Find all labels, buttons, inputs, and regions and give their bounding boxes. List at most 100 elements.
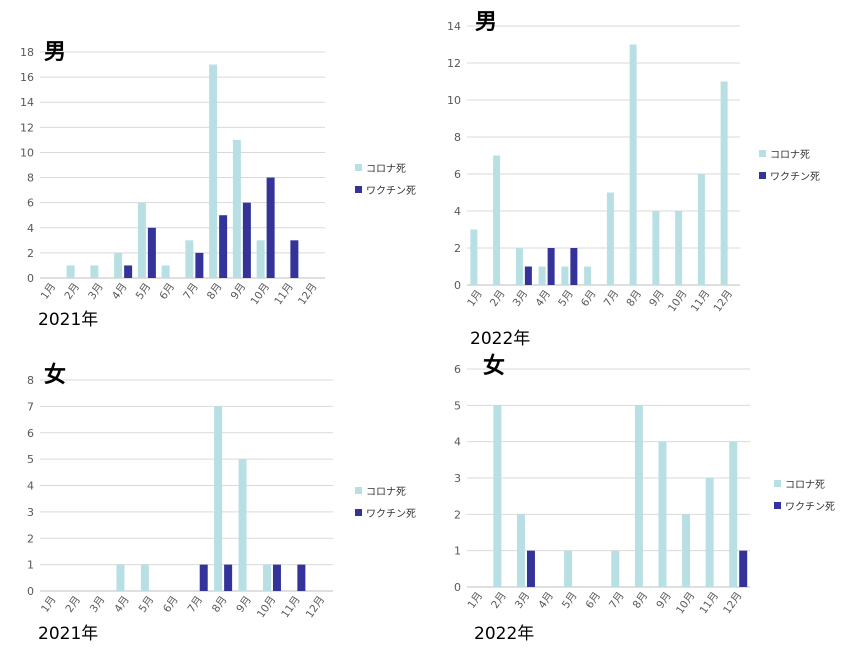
y-tick-label: 6	[27, 427, 34, 440]
bar-vaccine-male-2022-3	[524, 266, 532, 285]
x-tick-label: 7月	[181, 281, 201, 302]
x-tick-label: 10月	[674, 590, 698, 616]
bar-vaccine-female-2021-7	[199, 564, 208, 591]
chart-svg-male-2022: 0 2 4 6 8 10 12 14 1月 2月 3月 4月 5月 6月 7月 8月 9月 10月 11月 12月	[447, 20, 740, 314]
bar-corona-female-2021-8	[214, 406, 223, 591]
legend-swatch-vaccine	[355, 508, 362, 516]
x-tick-label: 5月	[556, 288, 576, 309]
x-tick-label: 2月	[488, 288, 508, 309]
bar-corona-male-2021-6	[161, 265, 170, 278]
x-tick-label: 6月	[583, 590, 603, 611]
x-tick-label: 7月	[185, 594, 205, 615]
y-tick-label: 4	[454, 205, 461, 218]
legend-label-vaccine: ワクチン死	[366, 185, 416, 197]
x-tick-label: 8月	[624, 288, 644, 309]
chart-title-male-2021: 男	[44, 40, 67, 65]
legend-swatch-corona	[759, 149, 766, 157]
bar-corona-female-2022-2	[493, 405, 502, 587]
bar-vaccine-male-2021-11	[290, 240, 299, 278]
y-tick-label: 2	[27, 532, 34, 545]
y-tick-label: 14	[447, 20, 461, 33]
bar-vaccine-male-2021-10	[266, 177, 275, 278]
x-tick-label: 5月	[560, 590, 580, 611]
bar-vaccine-male-2021-8	[219, 215, 228, 278]
x-tick-label: 4月	[533, 288, 553, 309]
x-tick-label: 9月	[234, 594, 254, 615]
legend-male-2022: コロナ死 ワクチン死	[759, 146, 820, 190]
y-tick-label: 6	[27, 197, 34, 210]
legend-swatch-vaccine	[759, 171, 766, 179]
x-tick-label: 11月	[698, 590, 722, 616]
x-tick-label: 6月	[161, 594, 181, 615]
x-tick-label: 8月	[631, 590, 651, 611]
x-tick-label: 2月	[63, 594, 83, 615]
x-tick-label: 1月	[466, 590, 486, 611]
x-tick-label: 12月	[296, 281, 320, 307]
x-tick-label: 10月	[249, 281, 273, 307]
x-tick-label: 5月	[134, 281, 154, 302]
bar-corona-female-2022-3	[516, 514, 525, 587]
chart-title-female-2022: 女	[483, 354, 506, 379]
chart-title-male-2022: 男	[475, 10, 498, 35]
y-tick-label: 1	[27, 559, 34, 572]
y-tick-label: 7	[27, 400, 34, 413]
x-tick-label: 4月	[110, 281, 130, 302]
legend-item-corona: コロナ死	[774, 476, 835, 491]
x-tick-label: 5月	[137, 594, 157, 615]
legend-item-vaccine: ワクチン死	[759, 168, 820, 183]
bar-vaccine-male-2021-5	[147, 227, 156, 278]
x-tick-label: 3月	[86, 281, 106, 302]
bar-corona-female-2022-8	[634, 405, 643, 587]
bar-corona-male-2022-1	[470, 229, 478, 285]
x-tick-label: 6月	[579, 288, 599, 309]
x-tick-label: 7月	[602, 288, 622, 309]
x-tick-label: 3月	[88, 594, 108, 615]
bar-vaccine-male-2022-4	[547, 248, 555, 285]
bar-corona-female-2022-12	[729, 441, 738, 587]
y-tick-label: 0	[454, 279, 461, 292]
year-label-2022-female: 2022年	[474, 624, 535, 644]
y-tick-label: 1	[454, 545, 461, 558]
y-tick-label: 10	[447, 94, 461, 107]
year-label-2021-male: 2021年	[38, 310, 99, 330]
bar-corona-male-2022-5	[561, 266, 569, 285]
bar-corona-male-2021-5	[137, 202, 146, 278]
y-tick-label: 12	[20, 121, 34, 134]
legend-item-vaccine: ワクチン死	[355, 505, 416, 520]
x-tick-label: 11月	[689, 288, 713, 314]
legend-item-corona: コロナ死	[759, 146, 820, 161]
y-tick-label: 10	[20, 146, 34, 159]
bar-corona-female-2021-5	[140, 564, 149, 591]
x-tick-label: 3月	[513, 590, 533, 611]
y-tick-label: 2	[454, 242, 461, 255]
chart-panel-female-2022: 0 1 2 3 4 5 6 1月 2月 3月 4月 5月 6月 7月 8月 9月 10月 11月 12月 女 202…	[425, 345, 850, 652]
bar-vaccine-female-2021-11	[297, 564, 306, 591]
y-tick-label: 5	[27, 453, 34, 466]
legend-swatch-corona	[355, 486, 362, 494]
bar-vaccine-female-2022-3	[526, 550, 535, 587]
x-tick-label: 1月	[39, 281, 59, 302]
bar-corona-male-2021-3	[90, 265, 99, 278]
y-tick-label: 16	[20, 71, 34, 84]
chart-svg-male-2021: 0 2 4 6 8 10 12 14 16 18 1月 2月 3月 4月 5月 6月 7月 8月 9月 10月 11月 1…	[20, 46, 325, 307]
bar-vaccine-female-2022-12	[739, 550, 748, 587]
x-tick-label: 4月	[536, 590, 556, 611]
x-tick-label: 9月	[229, 281, 249, 302]
bar-vaccine-male-2021-9	[242, 202, 251, 278]
bar-corona-female-2022-10	[682, 514, 691, 587]
legend-label-corona: コロナ死	[366, 486, 406, 498]
y-tick-label: 14	[20, 96, 34, 109]
year-label-2021-female: 2021年	[38, 624, 99, 644]
y-tick-label: 0	[27, 272, 34, 285]
legend-item-corona: コロナ死	[355, 483, 416, 498]
year-label-2022-male: 2022年	[470, 329, 531, 349]
x-tick-label: 8月	[205, 281, 225, 302]
bar-corona-male-2022-2	[493, 155, 501, 285]
x-tick-label: 4月	[112, 594, 132, 615]
x-tick-label: 8月	[210, 594, 230, 615]
chart-panel-female-2021: 0 1 2 3 4 5 6 7 8 1月 2月 3月 4月 5月 6月 7月 8月 9月 10月 11月 12月 女 2…	[0, 345, 425, 652]
x-tick-label: 7月	[607, 590, 627, 611]
bar-corona-female-2022-9	[658, 441, 667, 587]
legend-label-vaccine: ワクチン死	[770, 171, 820, 183]
legend-item-corona: コロナ死	[355, 160, 416, 175]
